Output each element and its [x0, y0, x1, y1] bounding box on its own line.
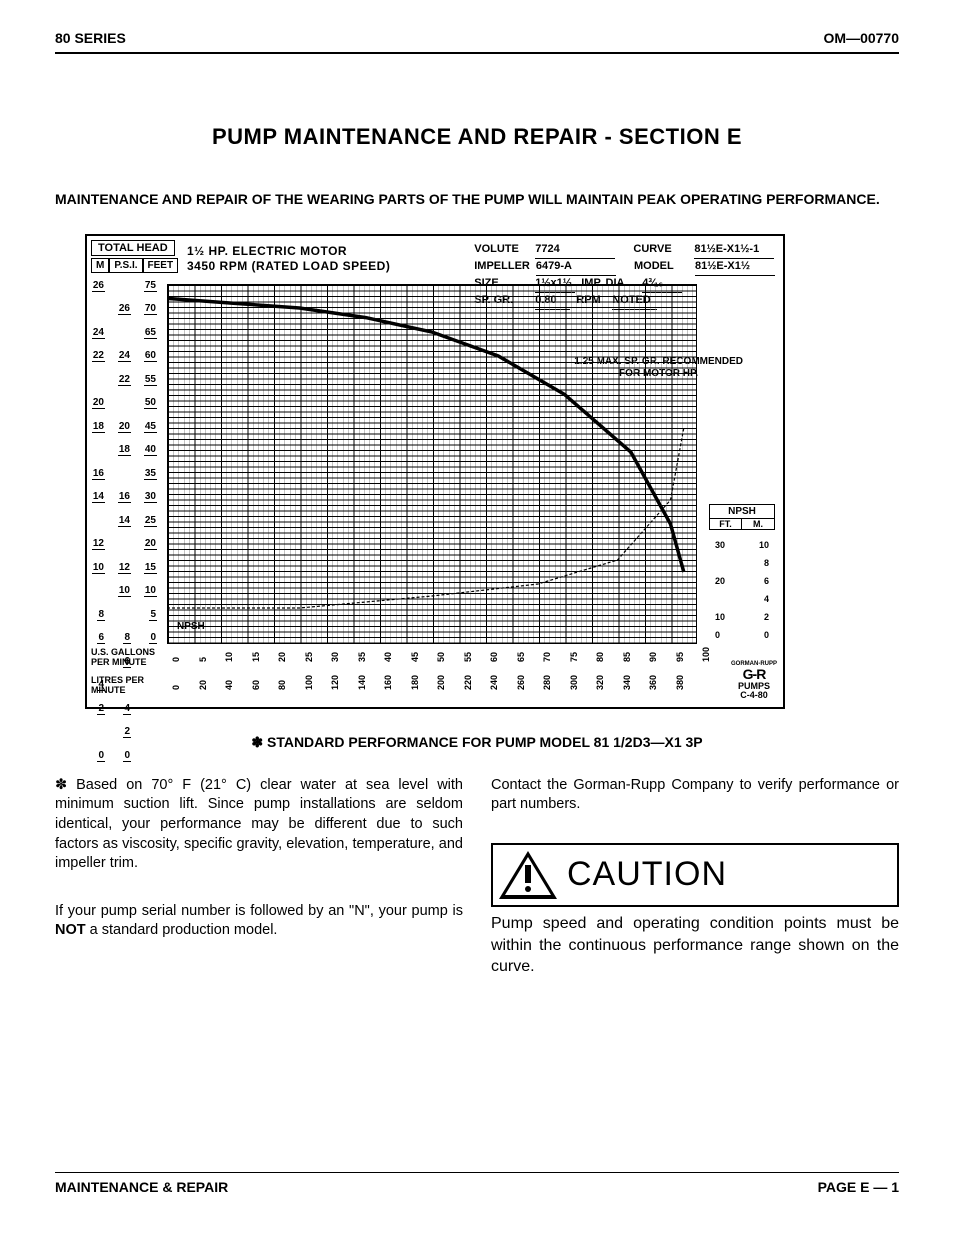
para-3: Contact the Gorman-Rupp Company to verif…: [491, 776, 899, 815]
para-2: If your pump serial number is followed b…: [55, 902, 463, 941]
unit-m: M: [91, 258, 109, 273]
footer-left: MAINTENANCE & REPAIR: [55, 1179, 228, 1195]
footer-right: PAGE E — 1: [818, 1179, 899, 1195]
chart-caption: ✽ STANDARD PERFORMANCE FOR PUMP MODEL 81…: [55, 734, 899, 751]
warning-triangle-icon: [497, 849, 559, 901]
curve-label: CURVE: [633, 242, 688, 259]
para-2-bold: NOT: [55, 922, 86, 938]
right-column: Contact the Gorman-Rupp Company to verif…: [491, 776, 899, 1006]
body-columns: ✽ Based on 70° F (21° C) clear water at …: [55, 776, 899, 1006]
header-left: 80 SERIES: [55, 30, 126, 46]
header-right: OM—00770: [824, 30, 899, 46]
npsh-scale: 30108206410200: [709, 540, 775, 648]
unit-psi: P.S.I.: [109, 258, 142, 273]
logo-bot: C-4-80: [731, 691, 777, 700]
x1-label: U.S. GALLONS PER MINUTE: [91, 648, 165, 668]
header-rule: [55, 52, 899, 54]
x2-ticks: 0204060801001201401601802002202402602803…: [171, 676, 701, 696]
unit-labels: M P.S.I. FEET: [91, 258, 178, 273]
para-1: ✽ Based on 70° F (21° C) clear water at …: [55, 776, 463, 874]
chart-frame: TOTAL HEAD M P.S.I. FEET 1½ HP. ELECTRIC…: [85, 234, 785, 709]
curve-value: 81½E-X1½-1: [694, 242, 774, 259]
unit-feet: FEET: [143, 258, 179, 273]
npsh-inline-label: NPSH: [177, 621, 205, 632]
caution-box: CAUTION: [491, 843, 899, 907]
impeller-label: IMPELLER: [474, 259, 530, 276]
motor-line1: 1½ HP. ELECTRIC MOTOR: [187, 244, 390, 260]
volute-label: VOLUTE: [474, 242, 529, 259]
npsh-unit-ft: FT.: [710, 519, 742, 529]
volute-value: 7724: [535, 242, 615, 259]
npsh-box-header: NPSH: [710, 505, 774, 519]
total-head-label: TOTAL HEAD: [91, 240, 175, 256]
y-axis-psi: 26242220181614121086420: [109, 280, 131, 774]
para-2-pre: If your pump serial number is followed b…: [55, 903, 463, 919]
motor-line2: 3450 RPM (RATED LOAD SPEED): [187, 259, 390, 275]
y-axis-m: 26242220181614121086420: [85, 280, 105, 774]
y-axis-feet: 757065605550454035302520151050: [135, 280, 157, 656]
left-column: ✽ Based on 70° F (21° C) clear water at …: [55, 776, 463, 1006]
chart-grid: [167, 284, 697, 644]
page-header: 80 SERIES OM—00770: [55, 30, 899, 52]
motor-spec: 1½ HP. ELECTRIC MOTOR 3450 RPM (RATED LO…: [187, 244, 390, 275]
x2-label: LITRES PER MINUTE: [91, 676, 165, 696]
page-footer: MAINTENANCE & REPAIR PAGE E — 1: [55, 1172, 899, 1195]
footer-rule: [55, 1172, 899, 1173]
npsh-unit-m: M.: [742, 519, 774, 529]
intro-text: MAINTENANCE AND REPAIR OF THE WEARING PA…: [55, 190, 899, 209]
gr-logo: GORMAN-RUPP G-R PUMPS C-4-80: [731, 661, 777, 701]
model-label: MODEL: [634, 259, 689, 276]
logo-big: G-R: [731, 667, 777, 682]
caution-word: CAUTION: [567, 852, 727, 898]
npsh-box: NPSH FT. M.: [709, 504, 775, 530]
section-title: PUMP MAINTENANCE AND REPAIR - SECTION E: [55, 124, 899, 150]
para-2-post: a standard production model.: [86, 922, 278, 938]
model-value: 81½E-X1½: [695, 259, 775, 276]
impeller-value: 6479-A: [536, 259, 616, 276]
caution-text: Pump speed and operating condition point…: [491, 913, 899, 978]
performance-chart: TOTAL HEAD M P.S.I. FEET 1½ HP. ELECTRIC…: [55, 234, 899, 709]
